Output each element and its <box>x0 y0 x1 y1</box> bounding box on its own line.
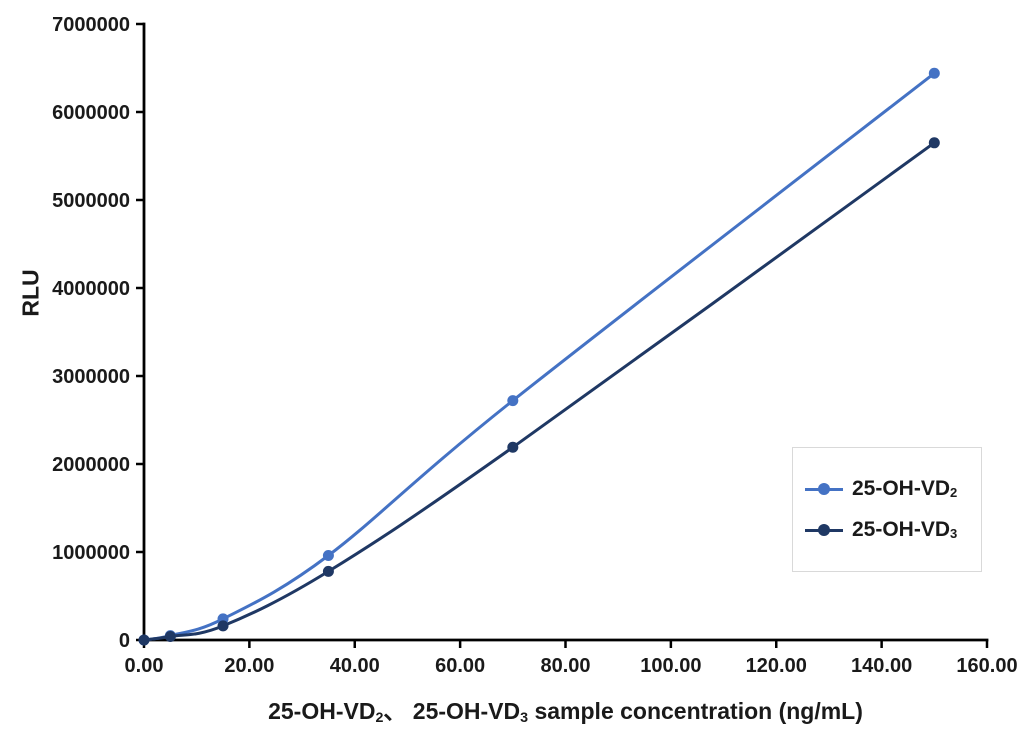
data-point-25-OH-VD3 <box>138 634 150 646</box>
data-point-25-OH-VD2 <box>322 550 334 562</box>
y-tick-label: 3000000 <box>52 366 130 388</box>
y-axis-title: RLU <box>17 269 44 317</box>
legend-label-vd2: 25-OH-VD2 <box>852 477 957 501</box>
x-axis-title-subscript-3: 3 <box>520 709 529 726</box>
x-tick-label: 60.00 <box>435 655 485 677</box>
data-point-25-OH-VD3 <box>164 630 176 642</box>
x-tick-label: 140.00 <box>851 655 912 677</box>
x-tick-label: 0.00 <box>125 655 164 677</box>
x-tick-label: 100.00 <box>640 655 701 677</box>
series-line-25-OH-VD2 <box>142 71 936 642</box>
y-tick-label: 1000000 <box>52 542 130 564</box>
x-axis-title-text: sample concentration (ng/mL) <box>528 698 863 724</box>
legend: 25-OH-VD2 25-OH-VD3 <box>792 447 982 572</box>
legend-label-text: 25-OH-VD <box>852 477 951 500</box>
y-tick-label: 4000000 <box>52 278 130 300</box>
y-tick-label: 5000000 <box>52 190 130 212</box>
legend-item-vd3: 25-OH-VD3 <box>805 518 981 542</box>
y-tick-label: 0 <box>119 630 130 652</box>
legend-label-subscript: 2 <box>950 485 958 501</box>
x-tick-label: 40.00 <box>330 655 380 677</box>
legend-item-vd2: 25-OH-VD2 <box>805 477 981 501</box>
data-point-25-OH-VD2 <box>928 67 940 79</box>
legend-marker-vd3 <box>805 524 843 537</box>
x-tick-label: 120.00 <box>746 655 807 677</box>
x-axis-title: 25-OH-VD2、 25-OH-VD3 sample concentratio… <box>144 692 987 726</box>
x-axis-title-text: 、 25-OH-VD <box>383 698 521 724</box>
data-point-25-OH-VD3 <box>507 441 519 453</box>
legend-dot-icon <box>818 483 830 495</box>
x-tick-label: 80.00 <box>540 655 590 677</box>
legend-dot-icon <box>818 524 830 536</box>
y-tick-label: 7000000 <box>52 14 130 36</box>
y-tick-label: 2000000 <box>52 454 130 476</box>
x-axis-title-subscript-2: 2 <box>375 709 384 726</box>
y-tick-label: 6000000 <box>52 102 130 124</box>
legend-label-vd3: 25-OH-VD3 <box>852 518 957 542</box>
data-point-25-OH-VD3 <box>217 620 229 632</box>
legend-label-subscript: 3 <box>950 526 958 542</box>
data-point-25-OH-VD3 <box>928 137 940 149</box>
legend-marker-vd2 <box>805 483 843 496</box>
x-tick-label: 160.00 <box>956 655 1017 677</box>
series-line-25-OH-VD3 <box>142 141 936 642</box>
data-point-25-OH-VD2 <box>507 395 519 407</box>
x-axis-title-text: 25-OH-VD <box>268 698 376 724</box>
data-point-25-OH-VD3 <box>322 565 334 577</box>
legend-label-text: 25-OH-VD <box>852 518 951 541</box>
x-tick-label: 20.00 <box>224 655 274 677</box>
